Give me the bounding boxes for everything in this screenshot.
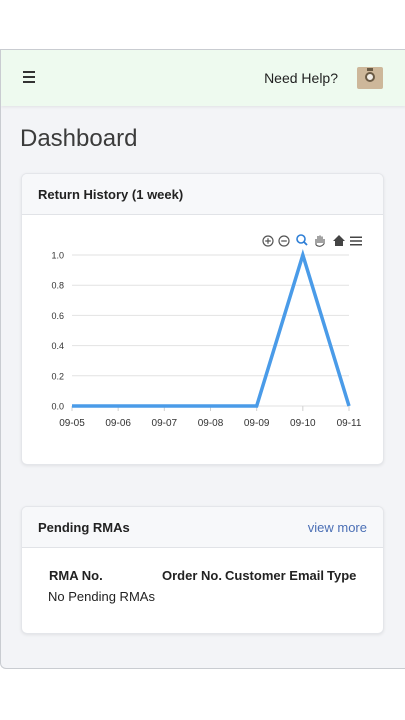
page-title: Dashboard (20, 125, 138, 152)
series-line (72, 249, 351, 408)
menu-icon[interactable] (350, 236, 362, 246)
zoom-select-icon[interactable] (296, 234, 308, 246)
y-tick-label: 0.4 (51, 341, 64, 351)
pending-rmas-title: Pending RMAs (38, 520, 130, 535)
pending-rmas-card: Pending RMAs view more RMA No. Order No.… (21, 506, 384, 634)
pending-rmas-card-header: Pending RMAs view more (22, 507, 383, 548)
x-tick-label: 09-05 (59, 418, 85, 429)
need-help-link[interactable]: Need Help? (264, 70, 338, 86)
x-tick-label: 09-10 (290, 418, 316, 429)
home-icon[interactable] (333, 235, 345, 246)
camera-flash-shape (367, 68, 373, 71)
x-axis-ticks: 09-05 09-06 09-07 09-08 09-09 09-10 09-11 (59, 406, 362, 429)
column-header-order-no: Order No. (162, 568, 222, 583)
top-blank-area (0, 0, 405, 49)
return-history-card: Return History (1 week) (21, 173, 384, 465)
column-header-rma-no: RMA No. (49, 568, 103, 583)
navbar: Need Help? (1, 50, 405, 106)
chart-grid (72, 254, 349, 407)
y-tick-label: 0.6 (51, 311, 64, 321)
hamburger-menu-icon[interactable] (23, 71, 37, 83)
return-history-chart: 0.00.20.40.60.81.0 09-05 09-06 09-07 09-08 0… (51, 234, 362, 429)
y-tick-label: 1.0 (51, 251, 64, 261)
zoom-in-icon[interactable] (262, 235, 274, 247)
x-tick-label: 09-07 (152, 418, 178, 429)
x-tick-label: 09-06 (105, 418, 131, 429)
app-window: Need Help? Dashboard Return History (1 w… (0, 49, 405, 669)
avatar[interactable] (357, 67, 383, 89)
column-header-type: Type (327, 568, 357, 583)
x-tick-label: 09-11 (337, 418, 362, 429)
pan-icon[interactable] (315, 235, 325, 247)
column-header-customer-email: Customer Email (225, 568, 324, 583)
view-more-link[interactable]: view more (307, 520, 367, 535)
zoom-out-icon[interactable] (278, 235, 290, 247)
x-tick-label: 09-09 (244, 418, 270, 429)
return-history-card-header: Return History (1 week) (22, 174, 383, 215)
x-tick-label: 09-08 (198, 418, 224, 429)
y-axis-ticks: 0.0 0.2 0.4 0.6 0.8 1.0 (51, 251, 64, 412)
y-tick-label: 0.8 (51, 281, 64, 291)
y-tick-label: 0.0 (51, 402, 64, 412)
y-tick-label: 0.2 (51, 371, 64, 381)
return-history-title: Return History (1 week) (38, 187, 184, 202)
camera-lens-shape (365, 72, 375, 82)
empty-state-message: No Pending RMAs (48, 589, 155, 604)
